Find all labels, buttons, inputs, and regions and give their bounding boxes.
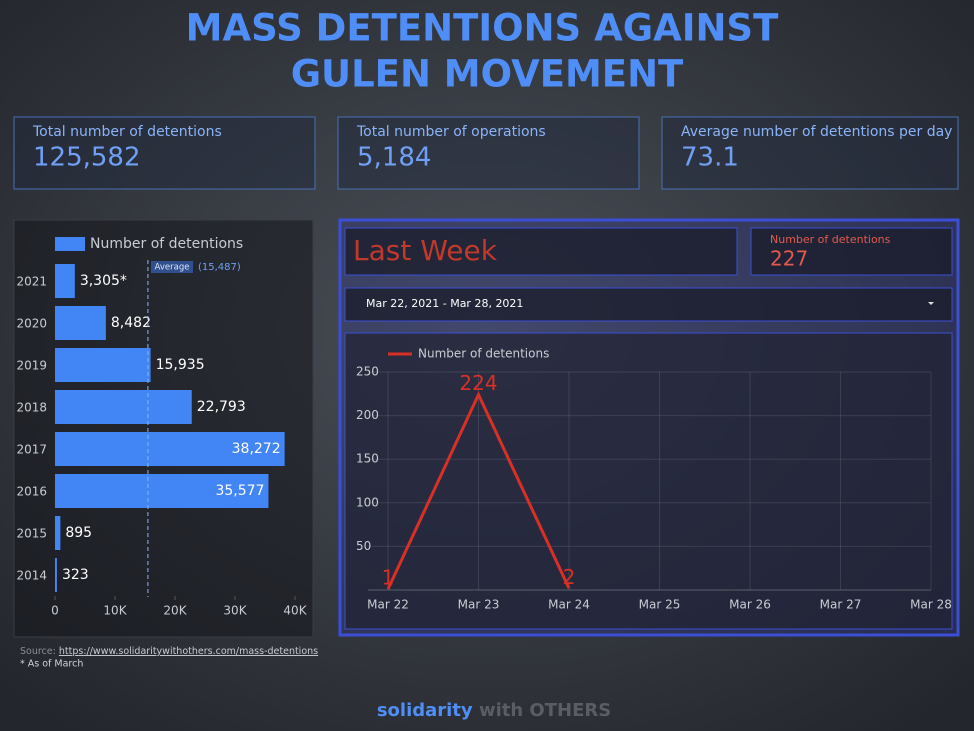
reference-label: Average [155,263,190,273]
brand-b: with OTHERS [479,700,611,721]
kpi-value: 5,184 [357,143,431,173]
data-label: 35,577 [215,483,264,499]
last-week-title-box [344,227,738,276]
source: Source: https://www.solidaritywithothers… [20,646,318,657]
reference-value: (15,487) [198,262,241,273]
x-tick-label: 20K [163,604,187,618]
x-tick-label: Mar 28 [910,598,952,612]
line [386,391,571,590]
bar [55,558,57,592]
kpi-label: Total number of detentions [32,124,222,140]
data-label: 3,305* [80,273,127,289]
kpi-label: Average number of detentions per day [681,124,952,140]
y-tick-label: 200 [356,408,379,422]
y-tick-label: 2019 [16,359,47,373]
y-tick-label: 2017 [16,443,47,457]
data-label: 224 [459,371,497,395]
y-tick-label: 2016 [16,485,47,499]
y-tick-label: 2021 [16,275,47,289]
x-tick-label: Mar 27 [820,598,862,612]
source-url[interactable]: https://www.solidaritywithothers.com/mas… [59,646,318,657]
bar [55,306,106,340]
bar [55,432,285,466]
legend-swatch [55,237,85,251]
reference-badge [151,261,193,273]
data-label: 1 [382,566,395,590]
title-line: GULEN MOVEMENT [291,53,684,96]
y-tick-label: 2014 [16,569,47,583]
x-tick-label: 10K [103,604,127,618]
source-prefix: Source: [20,646,56,657]
x-tick-label: Mar 25 [639,598,681,612]
last-week-title: Last Week [353,234,498,267]
kpi-card [337,116,640,190]
x-tick-label: Mar 24 [548,598,590,612]
legend-label: Number of detentions [418,347,549,361]
bar [55,264,75,298]
x-tick-label: Mar 22 [367,598,409,612]
data-label: 8,482 [111,315,151,331]
legend-label: Number of detentions [90,236,243,252]
footnote: * As of March [20,659,83,670]
line-chart-box [344,332,953,630]
data-label: 22,793 [197,399,246,415]
brand: solidarity with OTHERS [377,700,611,721]
kpi-card [661,116,959,190]
y-tick-label: 2020 [16,317,47,331]
y-tick-label: 50 [356,539,371,553]
dropdown-arrow[interactable] [928,302,934,305]
x-tick-label: Mar 26 [729,598,771,612]
kpi-label: Total number of operations [356,124,546,140]
y-tick-label: 100 [356,495,379,509]
metric-label: Number of detentions [770,233,891,246]
x-tick-label: Mar 23 [458,598,500,612]
y-tick-label: 2015 [16,527,47,541]
x-tick-label: 30K [223,604,247,618]
date-range: Mar 22, 2021 - Mar 28, 2021 [366,297,523,310]
metric-value: 227 [770,247,808,271]
data-label: 895 [65,525,92,541]
data-label: 15,935 [156,357,205,373]
brand-a: solidarity [377,700,473,721]
kpi-value: 125,582 [33,143,141,173]
title-line: MASS DETENTIONS AGAINST [186,7,779,50]
kpi-value: 73.1 [681,143,739,173]
date-range-control[interactable] [344,287,953,322]
data-label: 2 [563,565,576,589]
bar [55,474,269,508]
kpi-card [13,116,316,190]
x-tick-label: 40K [283,604,307,618]
data-label: 38,272 [232,441,281,457]
data-label: 323 [62,567,89,583]
bar [55,516,61,550]
y-tick-label: 150 [356,452,379,466]
bar [55,390,192,424]
y-tick-label: 2018 [16,401,47,415]
metric-box [750,227,953,276]
y-tick-label: 250 [356,365,379,379]
x-tick-label: 0 [51,604,59,618]
bar [55,348,151,382]
